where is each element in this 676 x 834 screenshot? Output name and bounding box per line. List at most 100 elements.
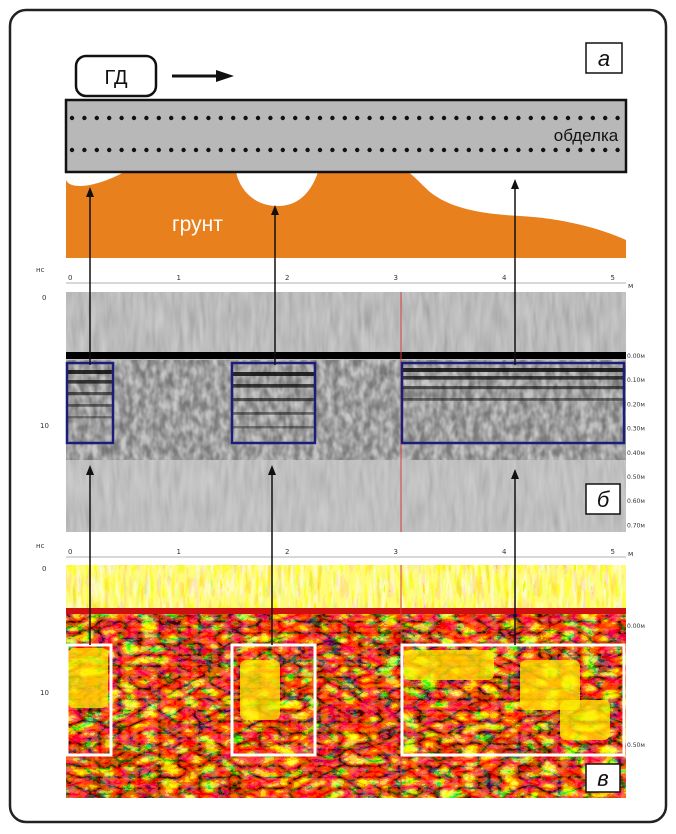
panel-c-y-tick-0: 0 xyxy=(42,565,46,573)
rebar-dot xyxy=(193,147,199,153)
rebar-dot xyxy=(429,115,434,121)
lining-body xyxy=(64,98,628,174)
rebar-dot xyxy=(69,147,75,153)
panel-b-time-unit: нс xyxy=(36,266,45,274)
rebar-dot xyxy=(119,147,124,153)
panel-c-y-tick-10: 10 xyxy=(40,689,49,697)
rebar-dot xyxy=(578,147,583,153)
rebar-dot xyxy=(528,147,533,153)
rebar-dot xyxy=(590,115,595,121)
rebar-dot xyxy=(243,115,248,121)
rebar-dot xyxy=(305,147,310,153)
rebar-dot xyxy=(280,147,285,153)
panel-c-time-unit: нс xyxy=(36,542,45,550)
rebar-dot xyxy=(342,147,347,153)
anomaly-fill xyxy=(520,660,580,710)
rebar-dot xyxy=(119,115,124,121)
rebar-dot xyxy=(317,147,323,153)
rebar-dot xyxy=(516,115,521,121)
panel-b-label-box xyxy=(585,483,621,515)
panel-c-anomaly-box-1 xyxy=(65,643,113,757)
rebar-dot xyxy=(69,115,75,121)
rebar-dot xyxy=(404,115,409,121)
rebar-dot xyxy=(293,115,298,121)
rebar-dot xyxy=(82,115,87,121)
rebar-dot xyxy=(268,115,273,121)
device-label: ГД xyxy=(104,67,127,89)
rebar-dot xyxy=(218,115,223,121)
soil-label: грунт xyxy=(172,213,223,236)
anomaly-fill xyxy=(68,648,108,708)
panel-b-depth-tick-4: 0.40м xyxy=(627,450,645,457)
panel-b-y-tick-10: 10 xyxy=(40,422,49,430)
panel-c-x-tick-5: 5 xyxy=(611,548,615,556)
panel-c-x-tick-0: 0 xyxy=(68,548,72,556)
rebar-dot xyxy=(206,115,211,121)
panel-b-x-tick-5: 5 xyxy=(611,274,615,282)
panel-b-label: б xyxy=(597,487,611,512)
rebar-dot xyxy=(131,147,137,153)
panel-b-x-tick-0: 0 xyxy=(68,274,72,282)
rebar-dot xyxy=(441,115,447,121)
rebar-dot xyxy=(355,147,360,153)
panel-b-dist-unit: м xyxy=(628,282,633,290)
panel-b-surface-reflection xyxy=(66,352,626,359)
rebar-dot xyxy=(206,147,211,153)
rebar-dots xyxy=(69,115,620,153)
panel-c-dist-unit: м xyxy=(628,550,633,558)
rebar-dot xyxy=(553,115,558,121)
rebar-dot xyxy=(107,115,112,121)
rebar-dot xyxy=(156,147,161,153)
rebar-dot xyxy=(131,115,137,121)
lining-label: обделка xyxy=(554,126,619,145)
rebar-dot xyxy=(293,147,298,153)
rebar-dot xyxy=(541,115,546,121)
rebar-dot xyxy=(144,147,149,153)
panel-c-radargram: нс м 0 1 2 3 4 5 0 10 0.00м 0.50м в xyxy=(36,542,645,798)
rebar-dot xyxy=(231,147,236,153)
panel-b-depth-tick-1: 0.10м xyxy=(627,377,645,384)
rebar-dot xyxy=(268,147,273,153)
rebar-dot xyxy=(615,115,620,121)
panel-b-x-tick-1: 1 xyxy=(177,274,181,282)
rebar-dot xyxy=(255,115,261,121)
panel-c-x-tick-2: 2 xyxy=(285,548,289,556)
rebar-dot xyxy=(441,147,447,153)
panel-c-anomaly-fills xyxy=(68,648,610,740)
panel-c-depth-tick-1: 0.50м xyxy=(627,742,645,749)
rebar-dot xyxy=(243,147,248,153)
gpr-device-box xyxy=(74,54,158,98)
panel-b-y-tick-0: 0 xyxy=(42,294,46,302)
panel-c-top-band xyxy=(66,565,626,610)
panel-b-radargram: нс м 0 1 2 3 4 5 0 10 0.00м 0.10м 0.20м 0.30м 0.4… xyxy=(36,266,645,532)
rebar-dot xyxy=(181,147,186,153)
rebar-dot xyxy=(330,115,335,121)
panel-b-x-tick-2: 2 xyxy=(285,274,289,282)
rebar-dot xyxy=(454,147,459,153)
rebar-dot xyxy=(255,147,261,153)
rebar-dot xyxy=(479,147,484,153)
rebar-dot xyxy=(379,115,385,121)
rebar-dot xyxy=(578,115,583,121)
panel-b-depth-tick-6: 0.60м xyxy=(627,498,645,505)
rebar-dot xyxy=(590,147,595,153)
panel-a-label: а xyxy=(598,46,610,71)
panel-b-depth-tick-0: 0.00м xyxy=(627,353,645,360)
panel-c-x-tick-1: 1 xyxy=(177,548,181,556)
rebar-dot xyxy=(454,115,459,121)
rebar-dot xyxy=(193,115,199,121)
panel-b-anomaly-box-3 xyxy=(400,361,626,445)
panel-b-x-tick-3: 3 xyxy=(394,274,398,282)
rebar-dot xyxy=(94,147,100,153)
rebar-dot xyxy=(169,147,174,153)
rebar-dot xyxy=(107,147,112,153)
panel-a-label-box xyxy=(585,42,623,74)
rebar-dot xyxy=(367,147,372,153)
rebar-dot xyxy=(392,115,397,121)
rebar-dot xyxy=(615,147,620,153)
motion-arrow-head-icon xyxy=(216,70,234,82)
panel-c-x-tick-4: 4 xyxy=(502,548,507,556)
panel-b-depth-tick-3: 0.30м xyxy=(627,426,645,433)
rebar-dot xyxy=(156,115,161,121)
